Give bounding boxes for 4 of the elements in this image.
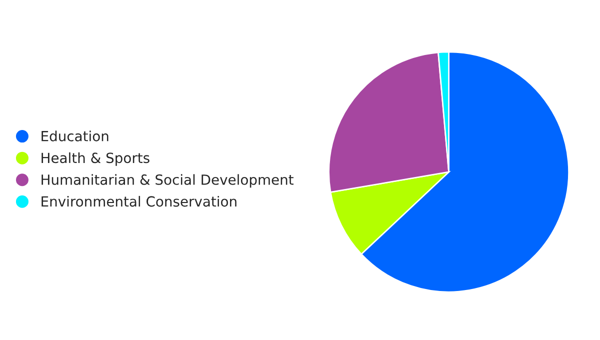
- legend-label: Education: [42, 130, 108, 142]
- legend-label: Humanitarian & Social Development: [42, 174, 294, 188]
- legend-label: Health & Sports: [42, 152, 150, 166]
- legend-label: Environmental Conservation: [42, 196, 236, 207]
